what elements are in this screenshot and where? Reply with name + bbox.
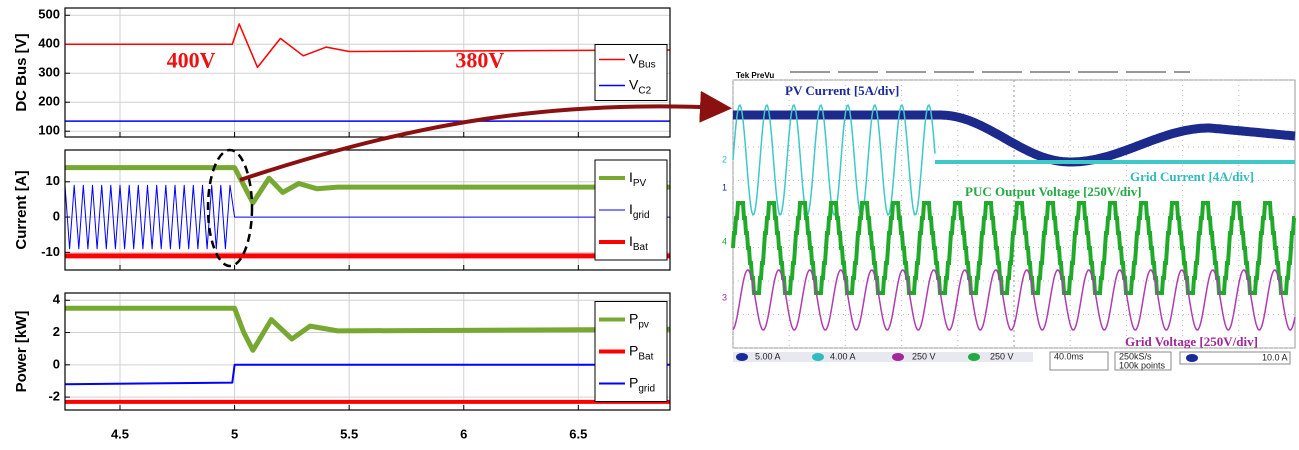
legend-subscript: Bat (638, 351, 653, 362)
legend-subscript: PV (633, 178, 647, 189)
y-tick-label: 300 (38, 65, 60, 80)
y-tick-label: 400 (38, 36, 60, 51)
legend-name: P (629, 342, 638, 358)
x-tick-label: 6.5 (569, 426, 587, 441)
y-tick-label: 0 (53, 356, 60, 371)
y-tick-label: -10 (41, 244, 60, 259)
y-tick-label: 4 (53, 292, 61, 307)
scope-trace-label: PUC Output Voltage [250V/div] (965, 184, 1142, 199)
scope-status: 250 V (912, 351, 936, 361)
y-tick-label: 200 (38, 94, 60, 109)
scope-header: Tek PreVu (736, 71, 774, 80)
legend-subscript: C2 (638, 85, 651, 96)
x-tick-label: 4.5 (111, 426, 129, 441)
scope-status: 10.0 A (1262, 352, 1288, 362)
y-axis-label: Power [kW] (13, 311, 30, 393)
legend-subscript: grid (638, 383, 655, 394)
legend-name: P (629, 310, 638, 326)
scope-marker: 3 (722, 292, 727, 302)
scope-trace-label: Grid Voltage [250V/div] (1125, 334, 1258, 349)
y-tick-label: 100 (38, 123, 60, 138)
legend-subscript: grid (633, 210, 650, 221)
annotation: 380V (455, 47, 504, 72)
scope-status: 40.0ms (1054, 351, 1084, 361)
y-tick-label: 10 (46, 173, 60, 188)
legend-name: P (629, 374, 638, 390)
scope-status: 250 V (990, 351, 1014, 361)
y-axis-label: DC Bus [V] (13, 33, 30, 111)
y-axis-label: Current [A] (13, 170, 30, 249)
scope-marker: 1 (722, 182, 727, 192)
scope-marker: 2 (722, 154, 727, 164)
y-tick-label: 500 (38, 7, 60, 22)
scope-trace-label: Grid Current [4A/div] (1130, 169, 1254, 184)
scope-status: 100k points (1119, 360, 1166, 370)
scope-status: 5.00 A (755, 351, 781, 361)
annotation: 400V (167, 47, 216, 72)
figure: 100200300400500DC Bus [V]400V380VVBusVC2… (0, 0, 1299, 445)
x-tick-label: 5 (231, 426, 238, 441)
scope-screenshot: Tek PreVu PV Current [5A/div] Grid Curre… (722, 70, 1296, 372)
legend-subscript: pv (638, 319, 649, 330)
x-tick-label: 6 (460, 426, 467, 441)
y-tick-label: 0 (53, 208, 60, 223)
x-tick-label: 5.5 (340, 426, 358, 441)
legend-subscript: Bat (633, 242, 648, 253)
y-tick-label: 2 (53, 324, 60, 339)
scope-status: 4.00 A (830, 351, 856, 361)
plot-area (65, 8, 670, 137)
scope-marker: 4 (722, 236, 727, 246)
legend-subscript: Bus (638, 59, 655, 70)
scope-trace-label: PV Current [5A/div] (785, 83, 899, 98)
y-tick-label: -2 (48, 389, 60, 404)
